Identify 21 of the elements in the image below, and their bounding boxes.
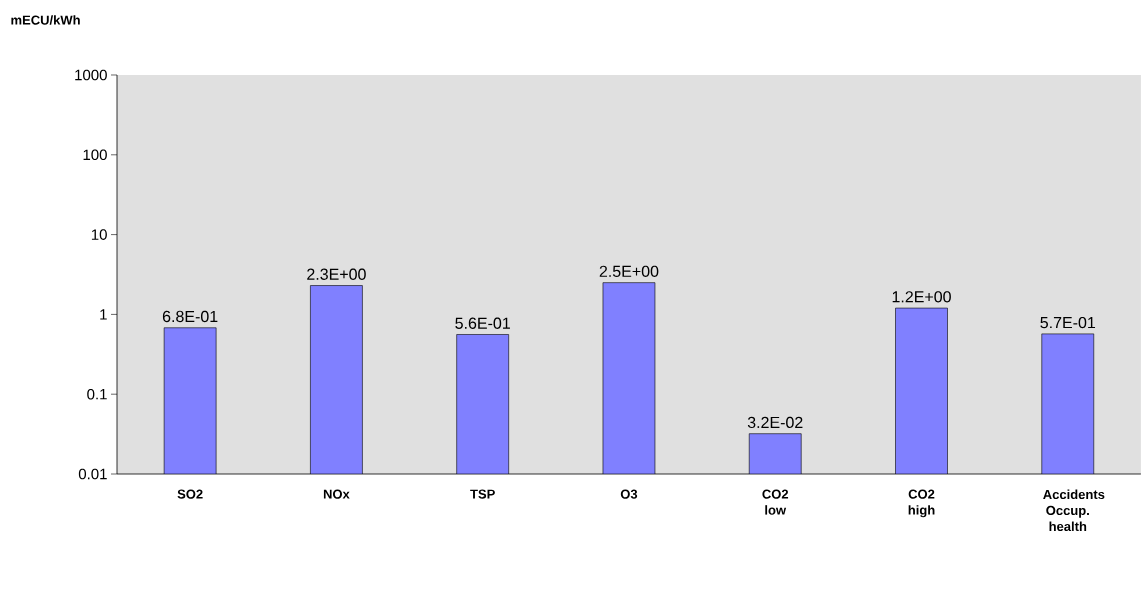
y-tick-label: 10 — [91, 229, 107, 240]
data-label: 5.7E-01 — [1040, 316, 1096, 329]
y-tick-label: 1000 — [75, 69, 107, 81]
data-label: 5.6E-01 — [455, 317, 510, 329]
data-label: 3.2E-02 — [747, 416, 803, 429]
x-tick-label: NOx — [323, 489, 350, 499]
data-label: 2.3E+00 — [307, 268, 366, 280]
data-label: 2.5E+00 — [599, 265, 659, 278]
x-tick-label: O3 — [620, 489, 638, 499]
y-tick-label: 0.01 — [78, 468, 107, 480]
x-tick-label: SO2 — [177, 489, 203, 499]
y-tick-label: 1 — [100, 309, 107, 320]
x-tick-label: Accidents Occup. health — [1043, 489, 1105, 532]
x-tick-label: CO2 high — [908, 489, 935, 518]
x-tick-label: TSP — [470, 489, 495, 499]
y-tick-label: 100 — [83, 149, 107, 161]
x-tick-label: CO2 low — [762, 489, 789, 515]
data-label: 6.8E-01 — [162, 310, 218, 323]
y-tick-label: 0.1 — [87, 388, 107, 400]
y-axis-title: mECU/kWh — [11, 15, 80, 25]
data-label: 1.2E+00 — [892, 291, 951, 303]
